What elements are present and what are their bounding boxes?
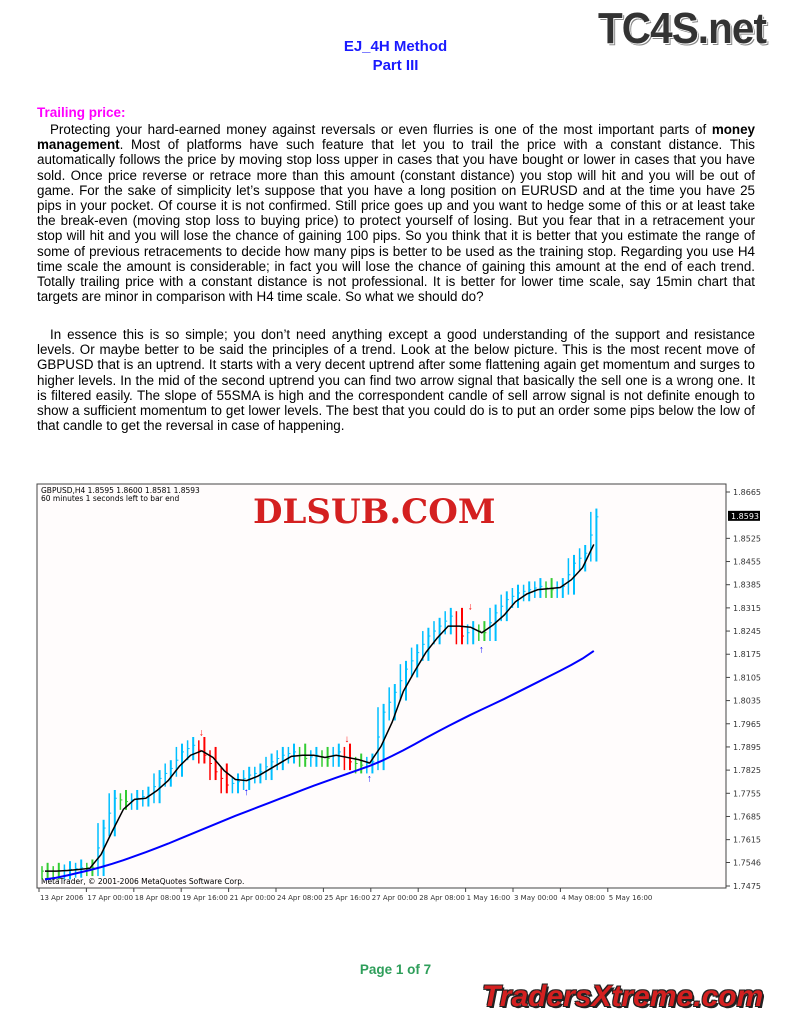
paragraph-2: In essence this is so simple; you don’t …: [37, 327, 755, 433]
buy-arrow-icon: ↑: [367, 774, 372, 785]
x-tick-label: 19 Apr 16:00: [182, 894, 228, 902]
x-tick-label: 21 Apr 00:00: [230, 894, 276, 902]
bar-timer: 60 minutes 1 seconds left to bar end: [41, 494, 180, 503]
fast-ma-line: [45, 544, 595, 872]
y-tick-label: 1.7475: [733, 882, 761, 891]
y-tick-label: 1.7685: [733, 812, 761, 821]
chart-svg: 1.8665 1.8525 1.8455 1.8385 1.8315 1.8245 1.81…: [36, 483, 761, 902]
y-tick-label: 1.8525: [733, 534, 761, 543]
page-number: Page 1 of 7: [359, 962, 432, 977]
x-tick-label: 13 Apr 2006: [40, 894, 84, 902]
x-tick-label: 27 Apr 00:00: [372, 894, 418, 902]
y-tick-label: 1.7965: [733, 720, 761, 729]
symbol-info: GBPUSD,H4 1.8595 1.8600 1.8581 1.8593: [41, 486, 200, 495]
y-tick-label: 1.8455: [733, 558, 761, 567]
y-tick-label: 1.7825: [733, 766, 761, 775]
sma55-line: [44, 650, 595, 881]
price-chart: 1.8665 1.8525 1.8455 1.8385 1.8315 1.8245 1.81…: [33, 481, 763, 903]
document-subtitle: Part III: [372, 57, 419, 74]
y-tick-label: 1.7755: [733, 789, 761, 798]
y-tick-label: 1.8315: [733, 604, 761, 613]
y-tick-label: 1.8385: [733, 581, 761, 590]
x-tick-label: 4 May 08:00: [561, 894, 605, 902]
buy-arrow-icon: ↑: [244, 787, 249, 798]
x-tick-label: 25 Apr 16:00: [324, 894, 370, 902]
current-price-label: 1.8593: [731, 512, 759, 521]
text: In essence this is so simple; you don’t …: [37, 327, 755, 434]
section-heading: Trailing price:: [37, 105, 126, 120]
y-tick-label: 1.8175: [733, 650, 761, 659]
sell-arrow-icon: ↓: [199, 727, 204, 738]
y-tick-label: 1.8035: [733, 697, 761, 706]
text: . Most of platforms have such feature th…: [37, 137, 755, 305]
x-tick-label: 18 Apr 08:00: [135, 894, 181, 902]
x-tick-label: 5 May 16:00: [609, 894, 653, 902]
tradersxtreme-logo: TradersXtreme.com: [482, 980, 764, 1013]
x-tick-label: 17 Apr 00:00: [87, 894, 133, 902]
x-tick-label: 3 May 00:00: [514, 894, 558, 902]
text: Protecting your hard-earned money agains…: [50, 122, 712, 137]
tc4s-logo: TC4S.net: [598, 4, 767, 53]
y-tick-label: 1.7546: [733, 858, 761, 867]
y-tick-label: 1.8665: [733, 488, 761, 497]
bold-term: money management: [37, 122, 755, 153]
document-title: EJ_4H Method: [343, 38, 448, 55]
dlsub-logo: DLSUB.COM: [253, 492, 495, 532]
copyright: MetaTrader, © 2001-2006 MetaQuotes Softw…: [41, 877, 244, 886]
current-price-box: [728, 510, 760, 521]
sell-arrow-icon: ↓: [468, 602, 473, 613]
y-tick-label: 1.8105: [733, 673, 761, 682]
x-tick-label: 28 Apr 08:00: [419, 894, 465, 902]
x-tick-label: 24 Apr 08:00: [277, 894, 323, 902]
y-tick-label: 1.8245: [733, 627, 761, 636]
sell-arrow-icon: ↓: [344, 734, 349, 745]
plot-area: [36, 483, 727, 889]
y-tick-label: 1.7615: [733, 836, 761, 845]
paragraph-1: Protecting your hard-earned money agains…: [37, 122, 755, 304]
y-tick-label: 1.7895: [733, 743, 761, 752]
buy-arrow-icon: ↑: [479, 645, 484, 656]
x-tick-label: 1 May 16:00: [467, 894, 511, 902]
